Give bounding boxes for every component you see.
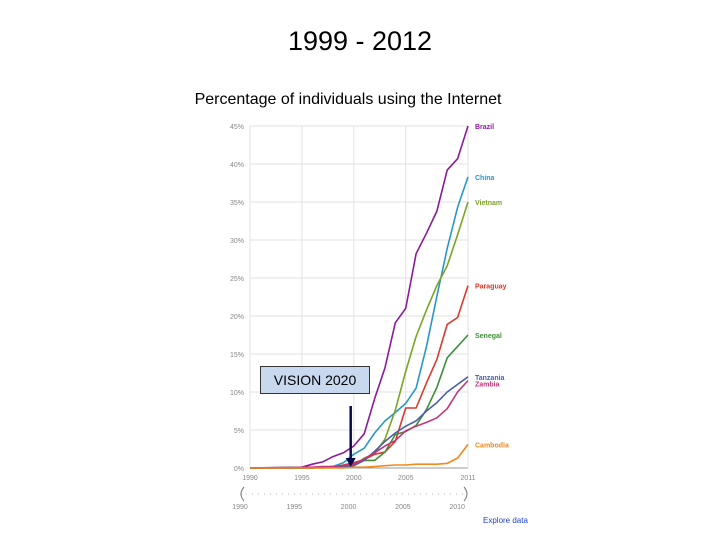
series-label-senegal: Senegal — [475, 333, 502, 340]
series-line-senegal — [250, 334, 469, 469]
series-label-paraguay: Paraguay — [475, 284, 507, 291]
y-tick-label: 35% — [230, 200, 244, 207]
series-line-china — [249, 176, 469, 469]
series-line-cambodia — [250, 443, 469, 469]
series-line-brazil — [249, 125, 469, 469]
x-tick-label: 1995 — [294, 475, 310, 482]
y-tick-label: 45% — [230, 124, 244, 131]
series-label-china: China — [475, 175, 495, 182]
timeline-end-handle[interactable] — [463, 486, 468, 502]
series-label-tanzania: Tanzania — [475, 375, 505, 382]
y-tick-label: 15% — [230, 352, 244, 359]
timeline-label: 2005 — [395, 504, 411, 511]
timeline-label: 2010 — [449, 504, 465, 511]
x-tick-label: 1990 — [242, 475, 258, 482]
timeline-label: 2000 — [341, 504, 357, 511]
vision-arrow-head — [345, 458, 356, 467]
vision-2020-label: VISION 2020 — [273, 372, 357, 388]
series-line-vietnam — [250, 201, 469, 469]
timeline-label: 1995 — [286, 504, 302, 511]
y-tick-label: 40% — [230, 162, 244, 169]
series-label-brazil: Brazil — [475, 124, 494, 131]
timeline-label: 1990 — [232, 504, 248, 511]
vision-2020-callout: VISION 2020 — [260, 366, 370, 394]
chart-title: Percentage of individuals using the Inte… — [194, 91, 502, 108]
x-tick-label: 2011 — [460, 475, 475, 482]
explore-data-link[interactable]: Explore data — [483, 516, 528, 525]
slide-title: 1999 - 2012 — [287, 26, 433, 56]
series-label-zambia: Zambia — [475, 382, 500, 389]
y-tick-label: 25% — [230, 276, 244, 283]
y-tick-label: 0% — [234, 466, 244, 473]
timeline-start-handle[interactable] — [240, 486, 245, 502]
y-tick-label: 20% — [230, 314, 244, 321]
series-label-cambodia: Cambodia — [475, 442, 509, 449]
series-label-vietnam: Vietnam — [475, 200, 502, 207]
y-tick-label: 5% — [234, 428, 244, 435]
y-tick-label: 30% — [230, 238, 244, 245]
y-tick-label: 10% — [230, 390, 244, 397]
x-tick-label: 2000 — [346, 475, 362, 482]
x-tick-label: 2005 — [398, 475, 414, 482]
